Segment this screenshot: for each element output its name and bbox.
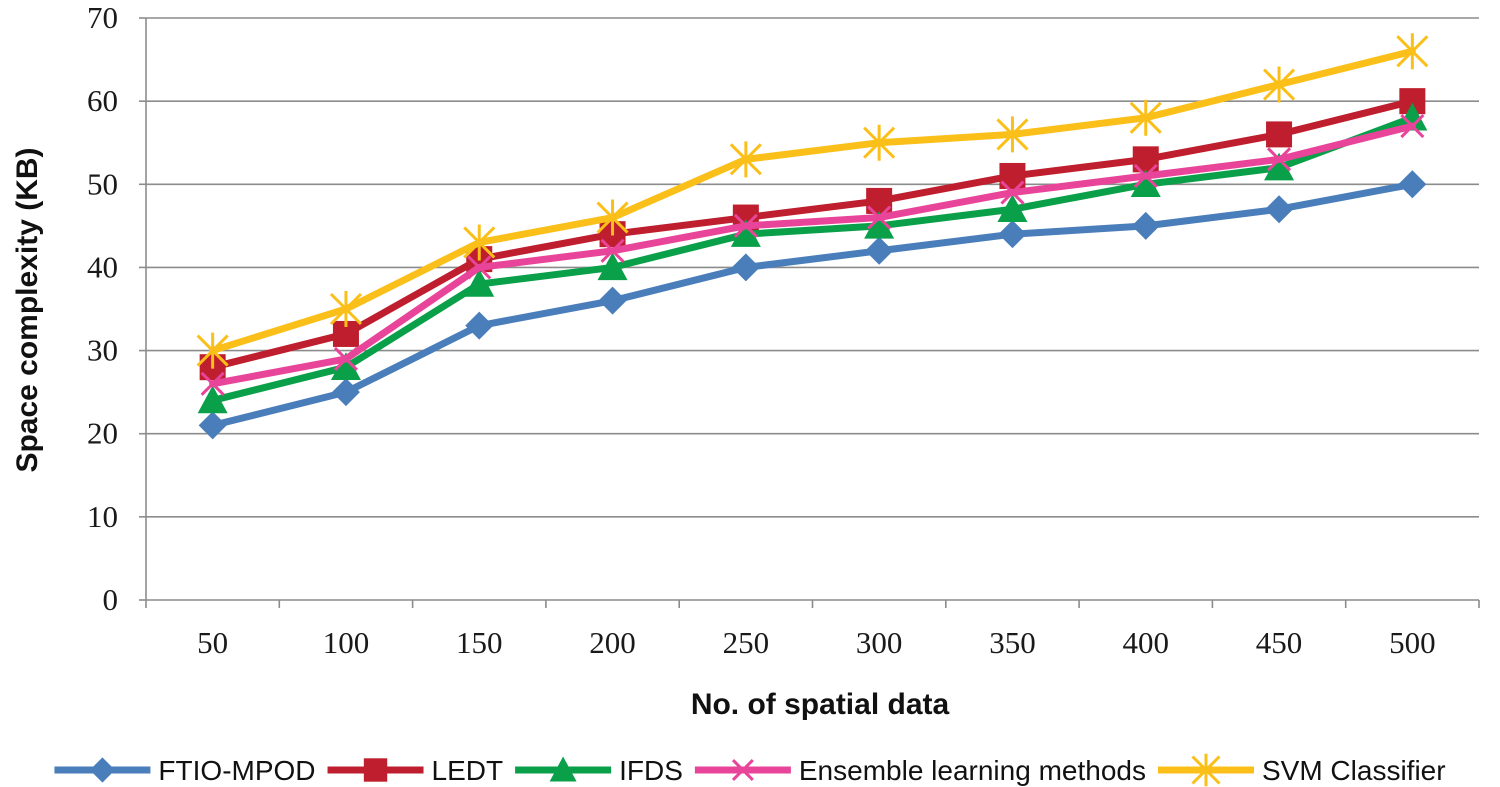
x-tick-label: 500 xyxy=(1389,625,1436,660)
legend: FTIO-MPOD LEDT IFDS Ensemble learning metho… xyxy=(54,753,1446,787)
data-point-ensemble-learning-methods xyxy=(1266,147,1292,172)
x-tick-label: 450 xyxy=(1256,625,1303,660)
data-point-svm-classifier xyxy=(1129,99,1162,136)
series-line-ledt xyxy=(209,97,1416,371)
data-point-ifds xyxy=(464,269,495,297)
legend-label-ensemble-learning-methods: Ensemble learning methods xyxy=(799,755,1146,786)
data-point-ensemble-learning-methods xyxy=(1000,180,1025,205)
series-ensemble-learning-methods xyxy=(200,114,1425,396)
data-point-ifds xyxy=(1397,102,1428,131)
data-point-ensemble-learning-methods xyxy=(867,205,892,230)
data-point-ifds xyxy=(597,252,628,281)
axes xyxy=(139,17,1480,608)
y-tick-label: 50 xyxy=(87,166,118,201)
data-point-ifds xyxy=(330,352,361,380)
data-point-ensemble-learning-methods xyxy=(733,213,758,238)
legend-item-ensemble-learning-methods: Ensemble learning methods xyxy=(694,755,1146,786)
series-ifds xyxy=(197,102,1428,414)
data-point-svm-classifier xyxy=(196,332,229,369)
y-tick-label: 30 xyxy=(87,333,118,368)
data-point-svm-classifier xyxy=(463,224,496,261)
data-point-ftio-mpod xyxy=(865,236,894,265)
data-point-ftio-mpod xyxy=(998,220,1027,249)
y-tick-label: 60 xyxy=(87,83,118,118)
x-tick-label: 350 xyxy=(989,625,1036,660)
legend-swatch-marker xyxy=(1191,753,1221,787)
legend-label-svm-classifier: SVM Classifier xyxy=(1262,755,1446,786)
legend-item-ifds: IFDS xyxy=(515,755,683,786)
data-point-ftio-mpod xyxy=(598,286,627,315)
data-point-ensemble-learning-methods xyxy=(467,255,492,280)
data-point-ifds xyxy=(1130,169,1161,198)
data-point-svm-classifier xyxy=(329,291,363,327)
y-tick-label: 70 xyxy=(87,0,118,35)
data-point-ensemble-learning-methods xyxy=(200,371,225,396)
legend-label-ifds: IFDS xyxy=(619,755,683,786)
y-tick-label: 10 xyxy=(87,499,118,534)
y-tick-label: 20 xyxy=(87,416,118,451)
data-point-svm-classifier xyxy=(863,124,896,161)
data-point-ftio-mpod xyxy=(731,253,760,282)
data-point-ensemble-learning-methods xyxy=(1400,114,1425,139)
data-point-ensemble-learning-methods xyxy=(333,346,359,371)
legend-item-ledt: LEDT xyxy=(327,755,504,786)
series-line-svm-classifier xyxy=(209,47,1416,355)
x-tick-label: 200 xyxy=(589,625,636,660)
data-point-ftio-mpod xyxy=(331,378,360,407)
data-point-svm-classifier xyxy=(729,141,762,178)
y-tick-label: 40 xyxy=(87,249,118,284)
data-point-ifds xyxy=(1264,152,1295,181)
tick-labels: 0 10 20 30 40 50 60 70 50 100 150 200 250 300 350 400 45… xyxy=(87,0,1436,660)
legend-swatch-marker xyxy=(549,756,577,782)
legend-item-ftio-mpod: FTIO-MPOD xyxy=(54,755,316,786)
data-point-ftio-mpod xyxy=(1398,170,1427,199)
data-point-ifds xyxy=(730,219,761,247)
data-point-ensemble-learning-methods xyxy=(600,238,625,263)
data-point-ifds xyxy=(864,210,895,239)
y-axis-title: Space complexity (KB) xyxy=(11,147,44,472)
data-point-svm-classifier xyxy=(596,199,629,236)
x-axis-title: No. of spatial data xyxy=(691,688,950,721)
data-point-svm-classifier xyxy=(1396,33,1429,70)
legend-swatch-marker xyxy=(89,757,116,783)
data-point-ensemble-learning-methods xyxy=(1133,163,1158,189)
data-point-ftio-mpod xyxy=(465,311,494,340)
x-tick-label: 250 xyxy=(723,625,770,660)
series-ftio-mpod xyxy=(198,170,1427,440)
legend-swatch-marker xyxy=(731,759,754,781)
legend-swatch-marker xyxy=(363,758,388,782)
x-tick-label: 150 xyxy=(456,625,503,660)
x-tick-label: 400 xyxy=(1123,625,1170,660)
series-line-ftio-mpod xyxy=(209,180,1416,429)
data-point-svm-classifier xyxy=(1262,66,1296,103)
data-point-ftio-mpod xyxy=(1265,195,1294,224)
legend-label-ftio-mpod: FTIO-MPOD xyxy=(158,755,315,786)
series-line-ifds xyxy=(209,114,1416,404)
data-point-ifds xyxy=(197,385,228,414)
x-tick-label: 50 xyxy=(197,625,228,660)
x-tick-label: 300 xyxy=(856,625,903,660)
data-point-ifds xyxy=(997,194,1028,222)
x-tick-label: 100 xyxy=(323,625,370,660)
y-tick-label: 0 xyxy=(103,582,119,617)
data-point-ftio-mpod xyxy=(1131,211,1160,240)
data-point-ftio-mpod xyxy=(198,411,227,440)
legend-label-ledt: LEDT xyxy=(432,755,504,786)
data-point-svm-classifier xyxy=(996,116,1029,153)
series-layer xyxy=(196,33,1429,440)
series-line-ensemble-learning-methods xyxy=(209,122,1416,388)
legend-item-svm-classifier: SVM Classifier xyxy=(1157,753,1446,787)
data-point-ledt xyxy=(1266,121,1293,148)
series-svm-classifier xyxy=(196,33,1429,369)
